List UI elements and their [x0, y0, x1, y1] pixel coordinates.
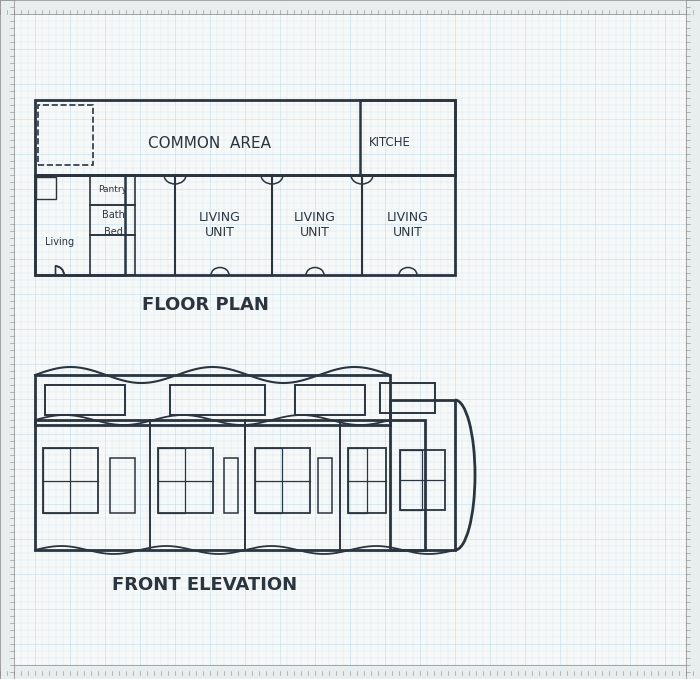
Bar — [90, 235, 135, 275]
Text: COMMON  AREA: COMMON AREA — [148, 136, 272, 151]
Bar — [35, 175, 455, 275]
Text: LIVING
UNIT: LIVING UNIT — [387, 211, 429, 239]
Bar — [360, 100, 455, 175]
Bar — [348, 448, 367, 513]
Bar — [0, 0, 700, 14]
Bar — [35, 175, 125, 275]
Bar — [170, 385, 265, 415]
Text: LIVING
UNIT: LIVING UNIT — [294, 211, 336, 239]
Text: FRONT ELEVATION: FRONT ELEVATION — [113, 576, 298, 594]
Bar — [348, 448, 386, 513]
Bar — [90, 175, 135, 205]
Bar — [255, 448, 310, 513]
Bar — [43, 448, 70, 513]
Bar — [38, 105, 93, 165]
Bar — [255, 448, 282, 513]
Bar — [380, 383, 435, 413]
Bar — [390, 400, 455, 550]
Bar — [35, 420, 425, 550]
Bar — [45, 385, 125, 415]
Bar — [158, 448, 213, 513]
Bar — [0, 665, 700, 679]
Text: Bath: Bath — [102, 210, 125, 220]
Text: Pantry: Pantry — [99, 185, 127, 194]
Bar — [90, 205, 135, 235]
Bar — [400, 450, 445, 510]
Bar — [36, 177, 56, 199]
Bar — [400, 450, 422, 510]
Bar — [35, 375, 390, 425]
Text: FLOOR PLAN: FLOOR PLAN — [141, 296, 268, 314]
Text: Living: Living — [46, 237, 75, 247]
Bar — [43, 448, 98, 513]
Text: KITCHE: KITCHE — [369, 136, 411, 149]
Text: Bed: Bed — [104, 227, 122, 237]
Bar — [318, 458, 332, 513]
Text: LIVING
UNIT: LIVING UNIT — [199, 211, 241, 239]
Bar — [0, 0, 14, 679]
Bar — [686, 0, 700, 679]
Bar — [110, 458, 135, 513]
Bar — [158, 448, 185, 513]
Bar — [224, 458, 238, 513]
Bar — [295, 385, 365, 415]
Bar — [35, 100, 455, 175]
